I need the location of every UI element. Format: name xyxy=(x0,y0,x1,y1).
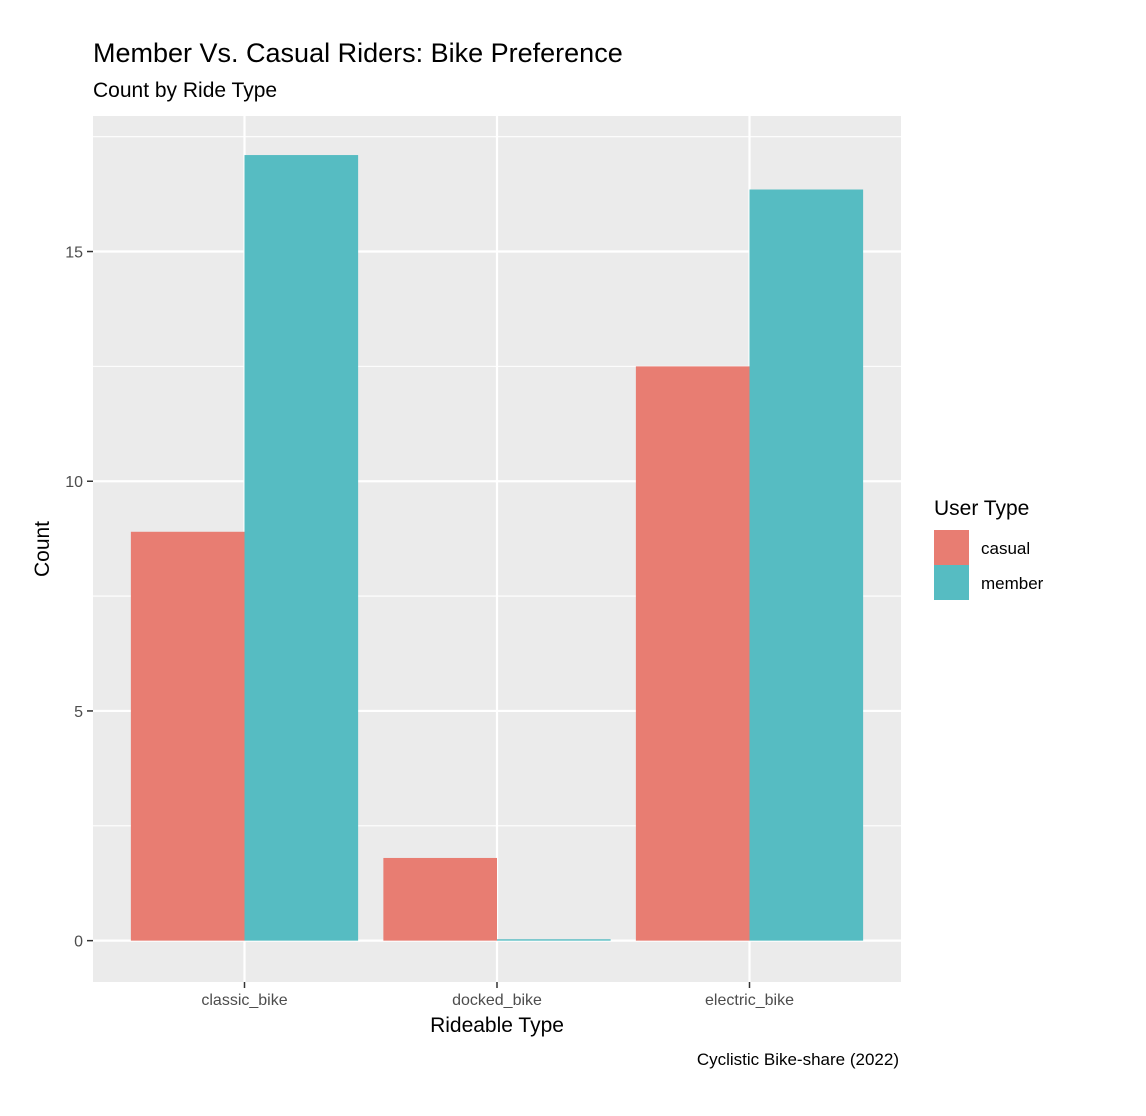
bar-member-docked_bike xyxy=(497,939,611,941)
bars xyxy=(130,155,864,941)
legend-key-member xyxy=(934,565,969,600)
legend: User Type casual member xyxy=(934,497,1044,600)
bar-casual-electric_bike xyxy=(635,366,750,941)
x-tick-label: electric_bike xyxy=(705,992,794,1009)
y-tick-label: 5 xyxy=(74,704,83,721)
bar-member-classic_bike xyxy=(244,155,359,941)
legend-label-casual: casual xyxy=(981,539,1030,558)
legend-items: casual member xyxy=(934,530,1044,600)
y-axis: 0 5 10 15 xyxy=(65,245,93,951)
chart-title: Member Vs. Casual Riders: Bike Preferenc… xyxy=(93,38,623,68)
x-tick-label: classic_bike xyxy=(201,992,287,1009)
bar-casual-classic_bike xyxy=(130,531,245,941)
y-tick-label: 0 xyxy=(74,934,83,951)
x-tick-label: docked_bike xyxy=(452,992,542,1009)
legend-title: User Type xyxy=(934,497,1029,520)
y-tick-label: 15 xyxy=(65,245,83,262)
y-tick-label: 10 xyxy=(65,474,83,491)
bar-casual-docked_bike xyxy=(383,857,497,941)
x-axis-title: Rideable Type xyxy=(430,1014,564,1037)
legend-key-casual xyxy=(934,530,969,565)
bar-member-electric_bike xyxy=(749,189,864,941)
y-axis-title: Count xyxy=(31,521,54,577)
chart-subtitle: Count by Ride Type xyxy=(93,79,277,102)
legend-label-member: member xyxy=(981,574,1044,593)
chart-caption: Cyclistic Bike-share (2022) xyxy=(697,1050,899,1069)
x-axis: classic_bike docked_bike electric_bike xyxy=(201,982,794,1009)
